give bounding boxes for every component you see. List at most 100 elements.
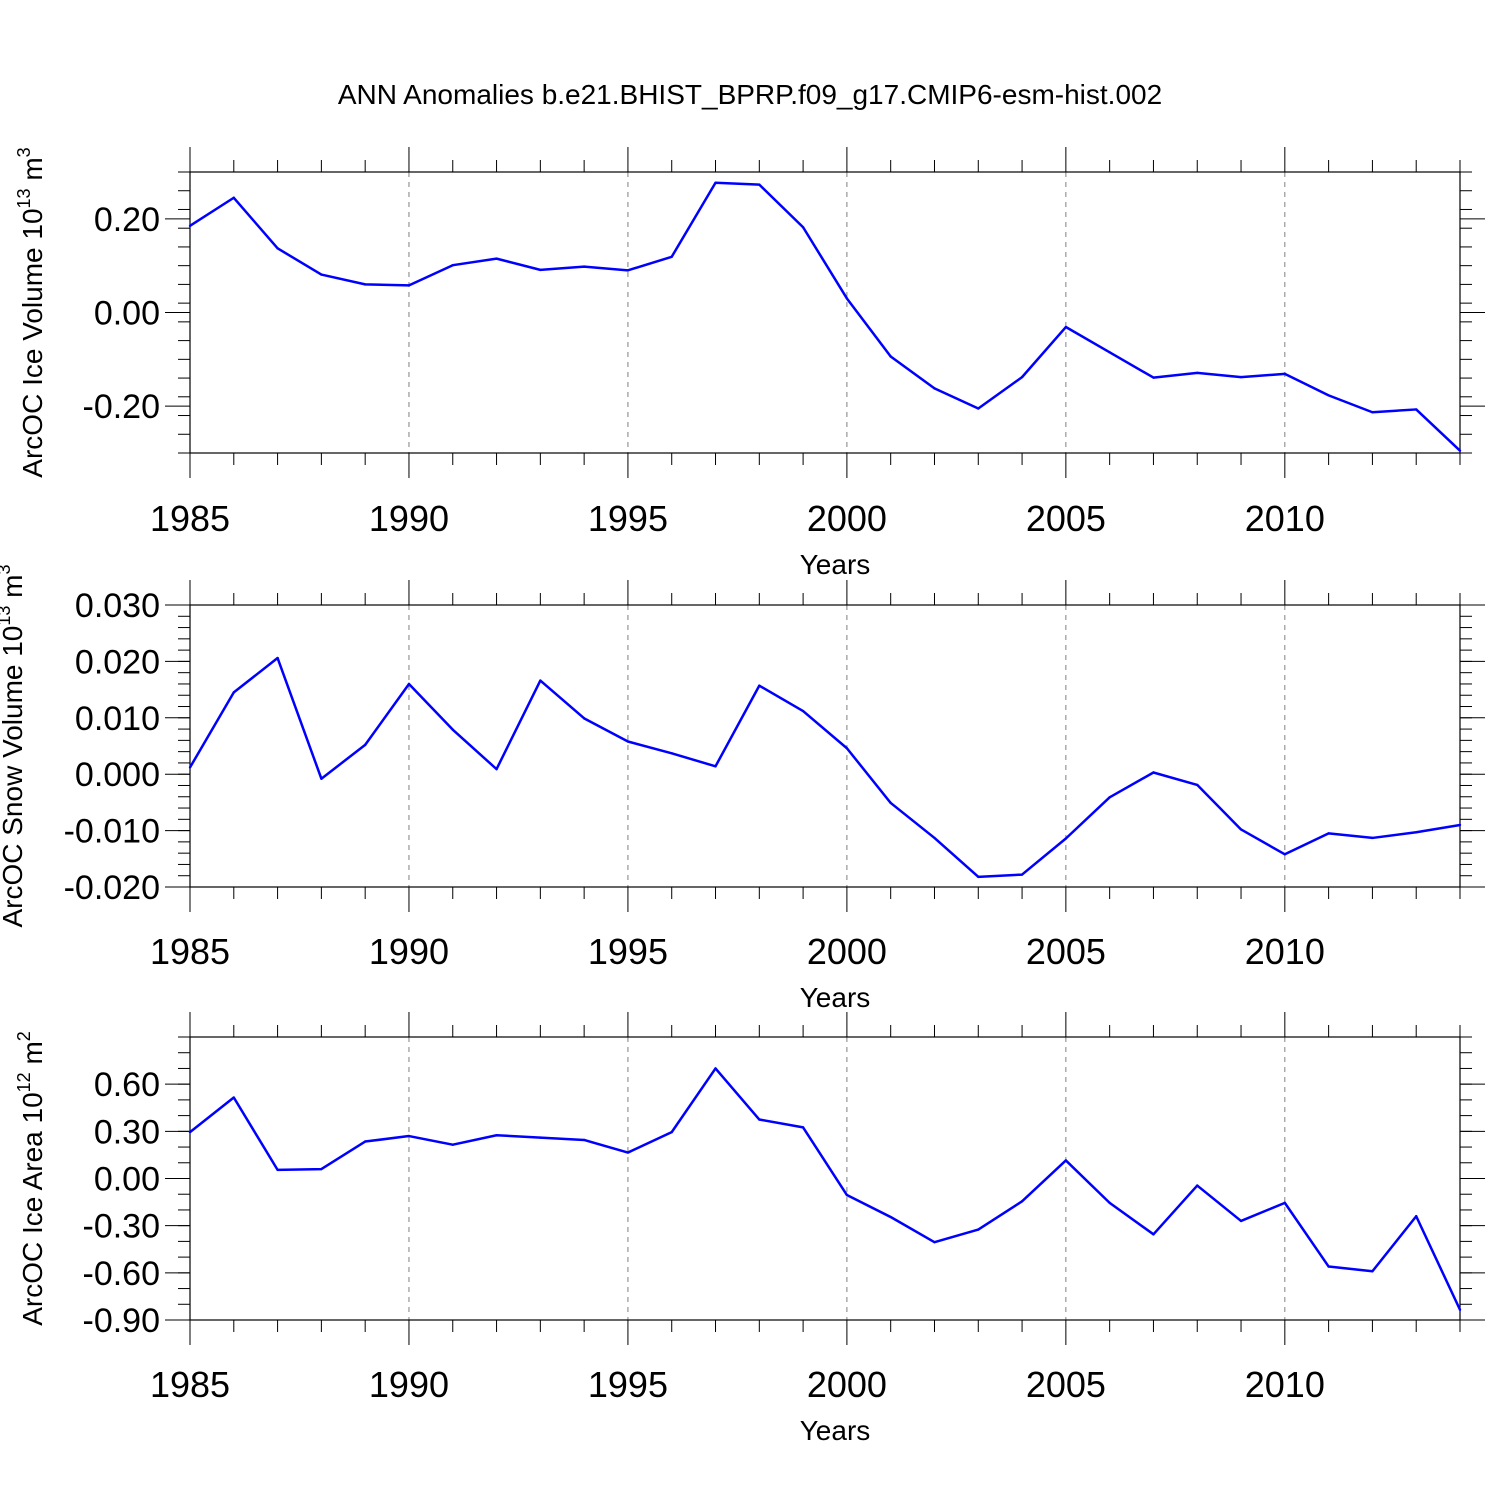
data-point [582, 1138, 586, 1142]
x-tick-label: 1995 [588, 498, 668, 539]
y-tick-label: 0.00 [94, 1161, 160, 1199]
data-point [714, 1067, 717, 1070]
data-point [276, 1168, 279, 1172]
data-point [1371, 1270, 1374, 1273]
y-axis-label-unit-exponent: 3 [14, 147, 34, 157]
data-point [539, 268, 542, 272]
data-point [1108, 1201, 1111, 1205]
y-axis-label-unit-exponent: 3 [0, 564, 14, 574]
data-point [933, 1240, 936, 1244]
data-point [889, 801, 892, 805]
x-tick-label: 2000 [807, 1364, 887, 1405]
x-tick-label: 2010 [1245, 931, 1325, 972]
y-axis-label-exponent: 12 [14, 1072, 34, 1092]
data-point [1239, 828, 1243, 831]
data-point [1283, 853, 1287, 856]
y-tick-label: -0.020 [64, 869, 160, 907]
y-tick-label: -0.30 [83, 1208, 161, 1246]
data-point [1020, 1200, 1024, 1203]
data-point [1415, 1215, 1418, 1218]
data-point [320, 1167, 323, 1171]
y-tick-label: 0.020 [75, 643, 160, 681]
y-axis-label-unit: m [17, 157, 48, 188]
x-axis-label: Years [800, 1415, 871, 1446]
x-tick-label: 2005 [1026, 931, 1106, 972]
data-point [1020, 375, 1024, 379]
data-point [977, 407, 980, 410]
data-point [407, 1134, 411, 1138]
chart-panel-1: 1985 1990 1995 2000 2005 2010 Years -0.20 0.00 0.… [14, 147, 1485, 580]
data-point [1371, 411, 1374, 414]
data-point [451, 1143, 454, 1146]
data-point [582, 717, 586, 720]
data-point [977, 875, 980, 879]
x-tick-label: 1985 [150, 498, 230, 539]
x-tick-label: 1995 [588, 931, 668, 972]
data-point [1458, 1308, 1462, 1311]
data-point [626, 269, 630, 272]
series-line [189, 181, 1461, 452]
data-point [1064, 1159, 1068, 1162]
data-point [1020, 873, 1024, 876]
data-point [232, 691, 235, 694]
figure-title: ANN Anomalies b.e21.BHIST_BPRP.f09_g17.C… [338, 79, 1162, 110]
y-tick-label: 0.010 [75, 700, 160, 738]
y-tick-label: -0.20 [83, 388, 161, 426]
data-point [1415, 831, 1418, 834]
y-tick-label: -0.010 [64, 813, 160, 851]
y-tick-label: 0.000 [75, 756, 160, 794]
data-point [188, 224, 192, 228]
x-axis-label: Years [800, 549, 871, 580]
data-point [889, 355, 892, 358]
data-point [1458, 823, 1462, 827]
data-point [670, 752, 673, 755]
data-point [1152, 771, 1155, 774]
y-axis-label-text: ArcOC Ice Area 10 [17, 1092, 48, 1325]
data-point [889, 1215, 892, 1219]
y-axis-label-unit: m [0, 574, 28, 605]
y-tick-label: -0.60 [83, 1255, 161, 1293]
data-point [626, 740, 630, 743]
data-point [758, 684, 761, 687]
data-point [1196, 783, 1199, 787]
y-axis-label-unit: m [17, 1041, 48, 1072]
data-point [758, 183, 761, 186]
data-point [1327, 394, 1330, 397]
data-point [670, 1130, 673, 1134]
data-point [801, 709, 805, 713]
y-tick-label: 0.00 [94, 295, 160, 333]
data-point [539, 1136, 542, 1139]
data-point [801, 226, 805, 229]
data-point [1239, 1219, 1243, 1223]
y-axis-label-text: ArcOC Snow Volume 10 [0, 626, 28, 928]
data-point [977, 1228, 980, 1231]
data-point [407, 284, 411, 287]
x-axis-label: Years [800, 982, 871, 1013]
y-tick-label: 0.030 [75, 587, 160, 625]
data-point [320, 777, 323, 780]
data-point [539, 679, 542, 682]
data-point [276, 656, 279, 660]
y-axis-label: ArcOC Ice Volume 1013 m3 [14, 147, 48, 477]
data-point [845, 1193, 849, 1197]
y-axis-label: ArcOC Snow Volume 1013 m3 [0, 564, 28, 927]
data-point [670, 255, 673, 258]
x-tick-label: 2010 [1245, 1364, 1325, 1405]
data-point [1283, 1201, 1287, 1205]
y-axis-label: ArcOC Ice Area 1012 m2 [14, 1031, 48, 1326]
y-tick-label: 0.60 [94, 1066, 160, 1104]
data-point [758, 1118, 761, 1121]
data-point [933, 836, 936, 840]
chart-panel-2: 1985 1990 1995 2000 2005 2010 Years -0.020 -0.01… [0, 564, 1485, 1013]
data-point [1064, 325, 1068, 329]
data-point [1415, 408, 1418, 411]
data-point [363, 283, 367, 286]
panels: 1985 1990 1995 2000 2005 2010 Years -0.20 0.00 0.… [0, 147, 1485, 1446]
data-point [845, 297, 849, 300]
data-point [1371, 836, 1374, 840]
data-point [363, 743, 367, 747]
x-tick-label: 2005 [1026, 1364, 1106, 1405]
y-tick-label: 0.20 [94, 201, 160, 239]
data-point [1239, 375, 1243, 379]
